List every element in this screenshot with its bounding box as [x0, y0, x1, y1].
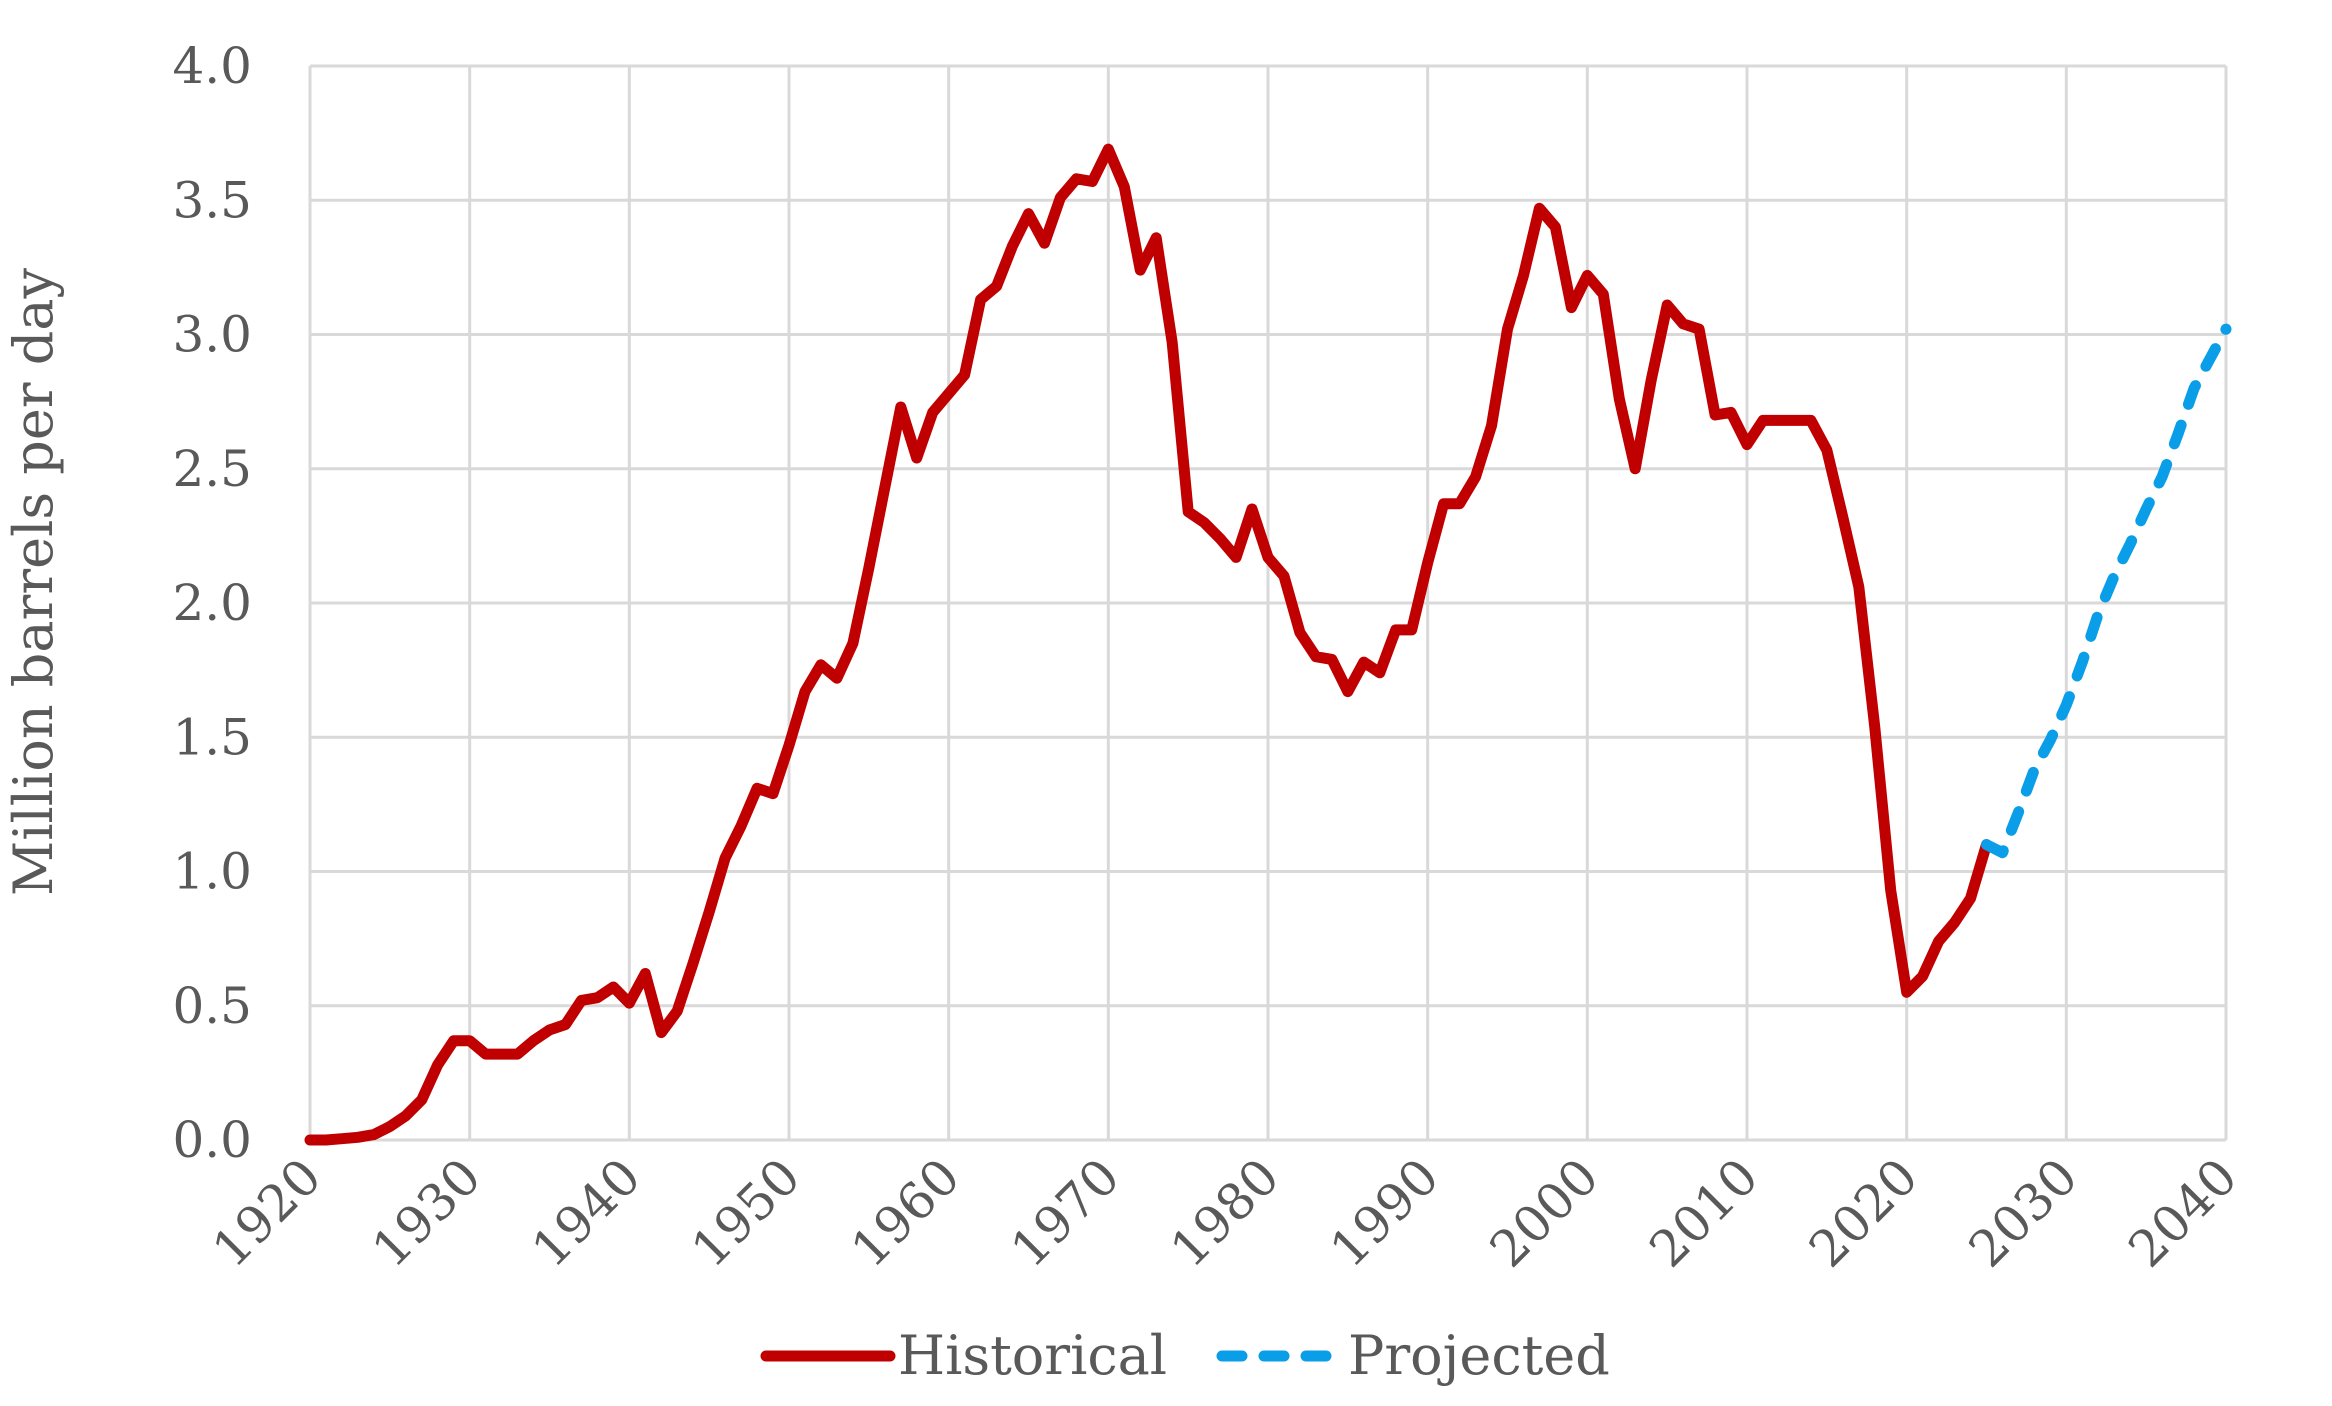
x-tick-label: 2010 [1638, 1147, 1769, 1278]
y-tick-label: 2.5 [172, 440, 252, 498]
legend-label-projected: Projected [1348, 1324, 1610, 1387]
legend-label-historical: Historical [898, 1324, 1167, 1387]
y-axis-title: Million barrels per day [2, 267, 65, 896]
x-tick-label: 2030 [1958, 1147, 2089, 1278]
x-tick-label: 2020 [1798, 1147, 1929, 1278]
x-tick-label: 1990 [1319, 1147, 1450, 1278]
x-tick-label: 1980 [1159, 1147, 1290, 1278]
y-tick-label: 1.5 [172, 708, 252, 766]
y-tick-label: 4.0 [172, 37, 252, 95]
gridlines [308, 64, 2228, 1142]
y-tick-label: 3.5 [172, 171, 252, 229]
legend: Historical Projected [760, 1324, 1610, 1387]
y-tick-label: 2.0 [172, 574, 252, 632]
y-tick-label: 0.0 [172, 1111, 252, 1169]
x-tick-label: 1970 [1000, 1147, 1131, 1278]
series-lines [304, 143, 2232, 1146]
y-tick-label: 3.0 [172, 306, 252, 364]
x-tick-label: 1950 [680, 1147, 811, 1278]
x-tick-label: 1940 [521, 1147, 652, 1278]
y-tick-label: 0.5 [172, 977, 252, 1035]
x-tick-label: 2040 [2117, 1147, 2248, 1278]
series-line-historical [304, 143, 1992, 1146]
x-tick-label: 1960 [840, 1147, 971, 1278]
x-tick-label: 1930 [361, 1147, 492, 1278]
y-tick-label: 1.0 [172, 843, 252, 901]
x-tick-label: 2000 [1479, 1147, 1610, 1278]
y-axis-tick-labels: 0.0 0.5 1.0 1.5 2.0 2.5 3.0 3.5 4.0 [172, 37, 252, 1169]
x-axis-tick-labels: 1920 1930 1940 1950 1960 1970 1980 1990 2000 2010… [201, 1147, 2248, 1278]
series-line-projected [1981, 323, 2232, 859]
